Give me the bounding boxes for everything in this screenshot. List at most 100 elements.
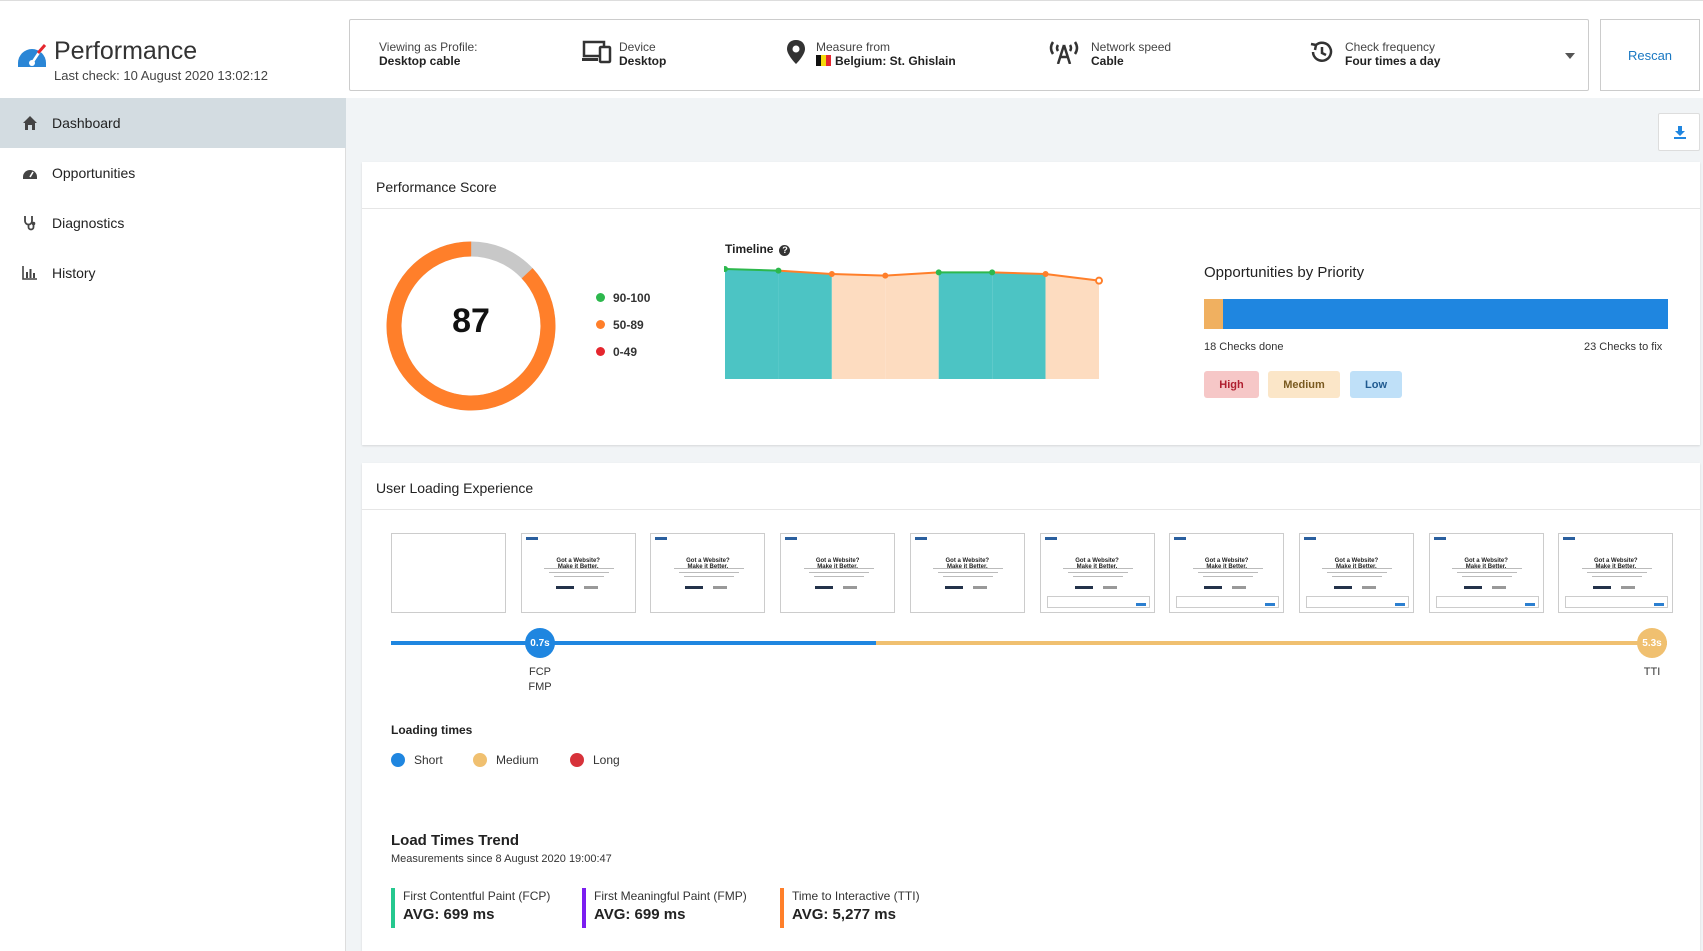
legend-item-long: Long [570,753,620,767]
filmstrip-frame: Got a Website? Make it Better. [780,533,896,613]
frame-logo [525,537,538,540]
frame-cookie-bar [1565,596,1669,608]
frame-logo [785,537,798,540]
frame-text-line [683,576,734,577]
legend-dot [596,347,605,356]
card-title: User Loading Experience [376,480,534,496]
priority-medium-pill[interactable]: Medium [1268,371,1340,398]
trend-title: Load Times Trend [391,832,520,849]
loading-track-short [391,641,876,645]
legend-dot [473,753,487,767]
metric-value: AVG: 5,277 ms [792,906,896,923]
sidebar-item-dashboard[interactable]: Dashboard [0,98,346,148]
frame-text-line [1457,572,1518,573]
location-info: Measure from Belgium: St. Ghislain [816,40,956,68]
fcp-marker[interactable]: 0.7s [525,628,555,658]
tti-marker[interactable]: 5.3s [1637,628,1667,658]
frame-text-line [544,568,615,569]
rescan-button[interactable]: Rescan [1600,19,1700,91]
app-title: Performance [54,37,198,65]
legend-item-good: 90-100 [596,291,650,305]
frame-text-line [1581,568,1652,569]
timeline-point[interactable] [882,272,889,279]
checks-to-fix-text: 23 Checks to fix [1584,341,1663,353]
device-value: Desktop [619,54,667,68]
frame-button [944,586,963,589]
device-icon [582,40,612,64]
frequency-info: Check frequency Four times a day [1345,40,1440,68]
profile-label: Viewing as Profile: [379,40,478,54]
timeline-point[interactable] [935,269,942,276]
speedometer-icon [23,170,37,179]
profile-selector[interactable]: Viewing as Profile: Desktop cable Device… [349,19,1589,91]
frame-button [685,586,704,589]
timeline-title-text: Timeline [725,242,774,256]
timeline-area-segment [1045,274,1099,379]
device-info: Device Desktop [619,40,666,68]
frame-logo [1044,537,1057,540]
frame-text-line [678,572,739,573]
frame-cookie-bar [1176,596,1280,608]
timeline-area-segment [885,272,939,379]
timeline-area-segment [992,272,1046,379]
frame-heading: Got a Website? Make it Better. [1464,558,1508,570]
help-icon[interactable]: ? [779,245,791,256]
home-icon [23,116,37,130]
sidebar-item-history[interactable]: History [0,248,346,298]
download-button[interactable] [1658,113,1700,151]
frame-heading: Got a Website? Make it Better. [556,558,600,570]
priority-high-pill[interactable]: High [1204,371,1259,398]
frame-button [843,586,858,589]
divider [362,208,1700,209]
opportunities-bar-high [1204,299,1223,329]
timeline-point[interactable] [1042,271,1049,277]
timeline-point[interactable] [724,266,728,272]
location-label: Measure from [816,40,891,54]
frame-heading: Got a Website? Make it Better. [686,558,730,570]
frame-button [1593,586,1612,589]
metric-label: Time to Interactive (TTI) [792,889,920,903]
filmstrip-frame: Got a Website? Make it Better. [1169,533,1285,613]
frame-logo [914,537,927,540]
legend-item-medium: Medium [473,753,539,767]
belgium-flag-icon [816,55,831,66]
opportunities-bar [1204,299,1668,329]
frame-button [815,586,834,589]
legend-dot [596,320,605,329]
legend-label: Long [593,753,620,767]
device-label: Device [619,40,656,54]
timeline-line-segment [885,271,939,277]
antenna-icon [1049,41,1079,64]
frame-text-line [1063,568,1133,569]
frame-text-line [1073,576,1123,577]
frame-heading: Got a Website? Make it Better. [1334,558,1379,570]
timeline-point[interactable] [828,271,835,277]
sidebar-item-diagnostics[interactable]: Diagnostics [0,198,346,248]
legend-label: Short [414,753,443,767]
frame-text-line [1591,576,1642,577]
legend-dot [570,753,584,767]
metric-fmp: First Meaningful Paint (FMP) AVG: 699 ms [582,888,747,928]
priority-low-pill[interactable]: Low [1350,371,1402,398]
frame-text-line [1192,568,1263,569]
timeline-area-segment [831,274,886,379]
timeline-line-segment [992,271,1046,275]
timeline-line-segment [778,269,832,275]
frame-text-line [1452,568,1523,569]
chevron-down-icon[interactable] [1565,53,1575,59]
location-value: Belgium: St. Ghislain [835,54,956,68]
timeline-point[interactable] [775,267,782,274]
filmstrip-frame [391,533,506,613]
timeline-point[interactable] [1095,276,1103,285]
timeline-point[interactable] [989,269,996,276]
speedometer-logo-icon [18,44,47,67]
frame-text-line [554,576,605,577]
bar-chart-icon [22,266,37,280]
frame-logo [1303,537,1316,540]
frame-cookie-button [1654,603,1665,606]
checks-done-text: 18 Checks done [1204,341,1284,353]
frame-text-line [938,572,999,573]
frame-cookie-bar [1046,596,1150,608]
sidebar-item-opportunities[interactable]: Opportunities [0,148,346,198]
legend-label: Medium [496,753,539,767]
